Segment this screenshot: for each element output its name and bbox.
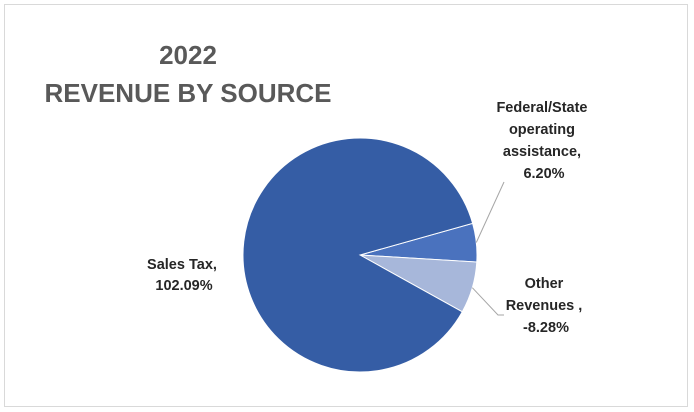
label-federal-state-line1: Federal/State bbox=[496, 100, 587, 116]
leader-line-federal-state bbox=[475, 181, 505, 243]
label-sales-tax: Sales Tax, 102.09% bbox=[147, 257, 221, 294]
label-other-line2: Revenues , bbox=[506, 298, 583, 314]
title-subtitle: REVENUE BY SOURCE bbox=[44, 78, 332, 108]
leader-line-other-revenues bbox=[471, 287, 504, 316]
label-other-revenues: Other Revenues , -8.28% bbox=[506, 276, 587, 336]
label-federal-state: Federal/State operating assistance, 6.20… bbox=[496, 100, 591, 182]
chart-title: 2022 REVENUE BY SOURCE bbox=[33, 36, 343, 112]
label-other-value: -8.28% bbox=[523, 320, 569, 336]
label-sales-tax-value: 102.09% bbox=[155, 278, 212, 294]
label-sales-tax-name: Sales Tax, bbox=[147, 257, 217, 273]
title-year: 2022 bbox=[159, 40, 217, 70]
label-other-line1: Other bbox=[525, 276, 564, 292]
pie-slices bbox=[242, 137, 478, 373]
label-federal-state-line3: assistance, bbox=[503, 144, 581, 160]
slice-sales-tax bbox=[242, 137, 474, 373]
label-federal-state-line2: operating bbox=[509, 122, 575, 138]
label-federal-state-value: 6.20% bbox=[523, 166, 564, 182]
leader-lines bbox=[471, 181, 505, 316]
